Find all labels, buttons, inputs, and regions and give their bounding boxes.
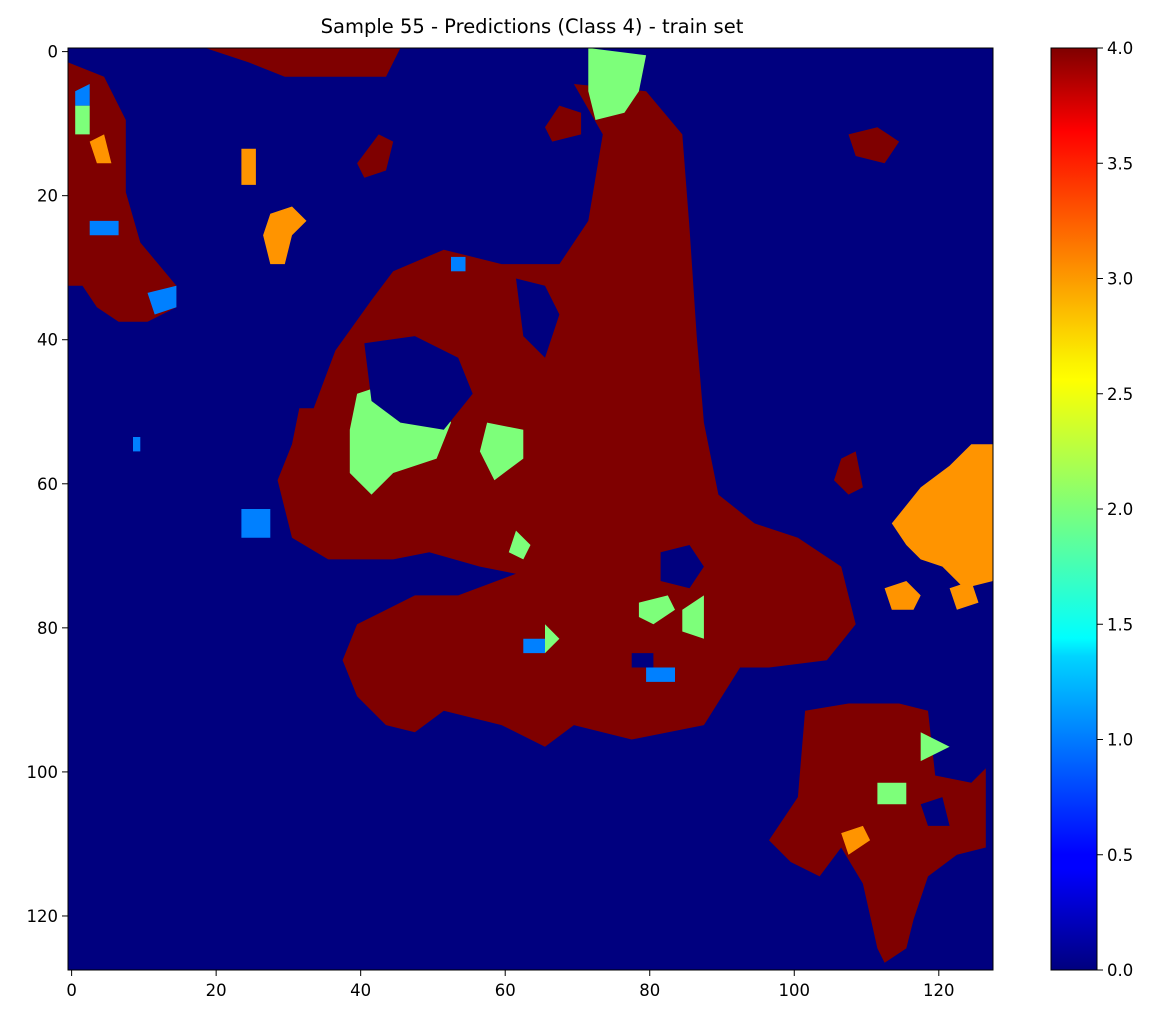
y-tick-label: 20 [37, 187, 58, 206]
heatmap-region-class-0 [364, 336, 473, 430]
heatmap-image [68, 48, 993, 970]
heatmap-region-class-1 [89, 220, 119, 236]
heatmap-region-class-4 [848, 127, 900, 164]
heatmap-region-class-1 [147, 285, 177, 315]
x-tick-label: 0 [66, 981, 77, 1000]
axes: 0 20 40 60 80 100 120 0 20 40 60 80 100 120 [27, 43, 955, 1000]
colorbar-tick-label: 1.0 [1107, 731, 1133, 750]
heatmap-region-class-2 [545, 624, 560, 654]
heatmap-region-class-4 [205, 48, 401, 77]
colorbar-tick-label: 3.0 [1107, 270, 1133, 289]
heatmap-region-class-2 [479, 422, 524, 481]
heatmap-region-class-3 [949, 581, 979, 610]
x-tick-label: 120 [923, 981, 955, 1000]
y-tick-label: 120 [27, 907, 59, 926]
heatmap-region-class-2 [920, 732, 950, 762]
y-tick-label: 80 [37, 619, 58, 638]
heatmap-region-class-4 [277, 84, 856, 747]
heatmap-region-class-2 [588, 48, 647, 120]
y-tick-label: 100 [27, 763, 59, 782]
colorbar-tick-label: 1.5 [1107, 615, 1133, 634]
colorbar-gradient [1051, 48, 1097, 970]
heatmap-region-class-2 [682, 595, 704, 639]
x-tick-label: 20 [206, 981, 227, 1000]
heatmap-region-class-2 [638, 595, 675, 625]
x-tick-label: 100 [779, 981, 811, 1000]
heatmap-region-class-3 [89, 134, 112, 164]
x-tick-label: 80 [639, 981, 660, 1000]
heatmap-region-class-4 [769, 703, 986, 963]
heatmap-region-class-3 [841, 825, 871, 855]
colorbar: 0.0 0.5 1.0 1.5 2.0 2.5 3.0 3.5 4.0 [1050, 39, 1133, 980]
heatmap-region-class-1 [75, 84, 90, 106]
heatmap-region-class-0 [920, 797, 950, 826]
x-tick-label: 40 [350, 981, 371, 1000]
y-tick-label: 60 [37, 475, 58, 494]
heatmap-region-class-1 [451, 256, 466, 272]
plot-frame [67, 47, 994, 971]
heatmap-region-class-3 [891, 444, 993, 589]
colorbar-tick-label: 3.5 [1107, 154, 1133, 173]
heatmap-region-class-2 [75, 105, 90, 135]
heatmap-region-class-1 [241, 509, 271, 538]
y-tick-label: 40 [37, 331, 58, 350]
colorbar-tick-label: 4.0 [1107, 39, 1133, 58]
colorbar-tick-label: 2.0 [1107, 500, 1133, 519]
heatmap-region-class-4 [68, 62, 177, 322]
heatmap-region-class-3 [263, 206, 307, 265]
heatmap-region-class-2 [877, 782, 907, 805]
heatmap-region-class-0 [660, 545, 704, 589]
chart-title: Sample 55 - Predictions (Class 4) - trai… [321, 15, 744, 38]
heatmap-region-class-4 [545, 105, 582, 142]
heatmap-region-class-0 [631, 653, 654, 668]
heatmap-region-class-4 [834, 451, 863, 495]
heatmap-region-class-0 [516, 278, 560, 358]
heatmap-region-class-1 [646, 667, 675, 682]
heatmap-region-class-1 [133, 437, 141, 452]
y-tick-label: 0 [48, 43, 59, 62]
heatmap-region-class-2 [508, 530, 531, 560]
x-tick-label: 60 [495, 981, 516, 1000]
colorbar-tick-label: 2.5 [1107, 385, 1133, 404]
colorbar-tick-label: 0.0 [1107, 961, 1133, 980]
heatmap-region-class-3 [241, 148, 256, 185]
colorbar-tick-label: 0.5 [1107, 846, 1133, 865]
heatmap-region-class-1 [523, 638, 545, 654]
heatmap-region-class-3 [884, 581, 921, 610]
heatmap-region-class-4 [357, 134, 394, 178]
